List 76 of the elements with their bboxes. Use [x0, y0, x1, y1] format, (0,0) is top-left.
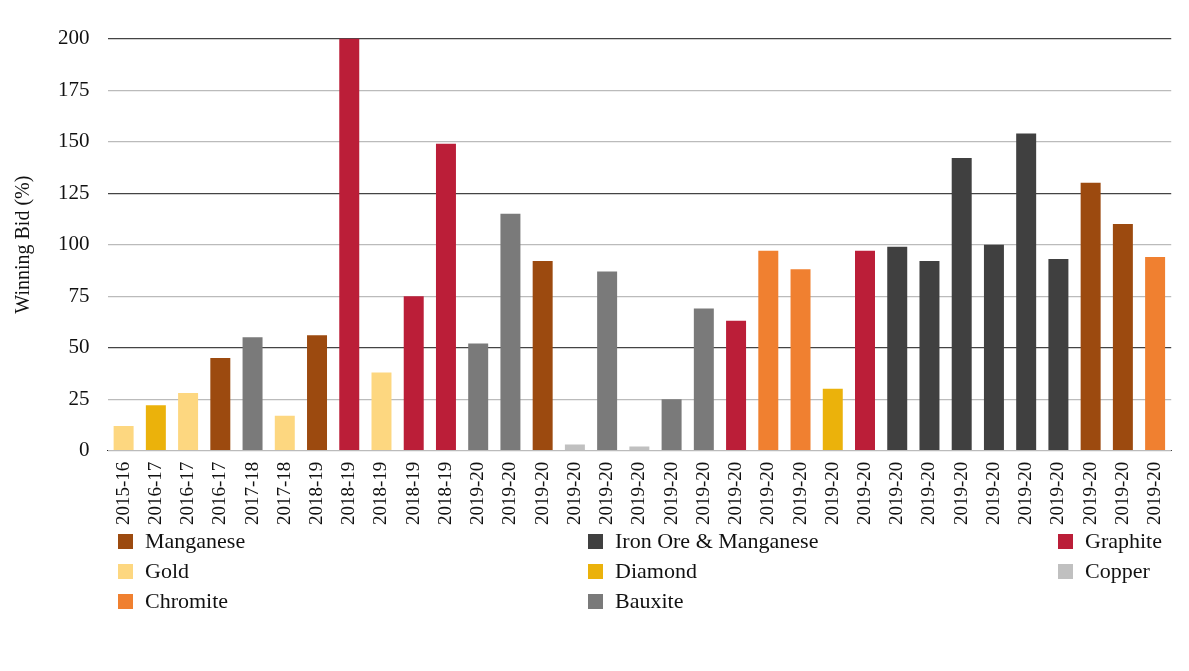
bar: [468, 343, 489, 451]
bar: [532, 261, 553, 451]
x-tick-label: 2019-20: [466, 461, 488, 525]
bar: [339, 38, 360, 451]
x-tick-label: 2019-20: [562, 461, 584, 525]
y-tick-label: 125: [58, 179, 90, 204]
x-tick-label: 2019-20: [1078, 461, 1100, 525]
y-tick-label: 0: [79, 437, 90, 462]
bar: [1112, 224, 1133, 451]
x-tick-label: 2017-18: [240, 461, 262, 525]
bar: [435, 143, 456, 451]
x-tick-label: 2019-20: [949, 461, 971, 525]
x-tick-label: 2019-20: [1143, 461, 1165, 525]
x-tick-label: 2019-20: [1014, 461, 1036, 525]
x-tick-label: 2018-19: [369, 461, 391, 525]
x-tick-label: 2019-20: [1046, 461, 1068, 525]
bar: [855, 250, 875, 451]
bar: [210, 357, 231, 451]
bar: [693, 308, 714, 451]
legend-label: Manganese: [145, 528, 246, 554]
x-tick-label: 2019-20: [917, 461, 939, 525]
x-tick-label: 2019-20: [627, 461, 649, 525]
bar: [1145, 257, 1166, 451]
y-tick-label: 25: [68, 385, 90, 410]
y-tick-label: 150: [58, 128, 90, 153]
x-tick-label: 2019-20: [1110, 461, 1132, 525]
bar: [307, 335, 328, 451]
bar: [500, 213, 521, 451]
legend-label: Bauxite: [615, 588, 684, 614]
x-tick-label: 2018-19: [401, 461, 423, 525]
x-tick-label: 2015-16: [111, 461, 133, 525]
x-tick-label: 2016-17: [176, 461, 198, 525]
x-tick-label: 2019-20: [852, 461, 874, 525]
x-tick-label: 2019-20: [659, 461, 681, 525]
x-tick-label: 2019-20: [595, 461, 617, 525]
legend-label: Chromite: [145, 588, 229, 614]
x-tick-label: 2019-20: [756, 461, 778, 525]
legend-label: Gold: [145, 558, 189, 584]
y-tick-label: 50: [68, 334, 90, 359]
y-tick-label: 75: [68, 282, 90, 307]
bar: [726, 320, 747, 451]
bar: [1080, 182, 1101, 451]
legend-label: Copper: [1085, 558, 1150, 584]
x-tick-label: 2019-20: [981, 461, 1003, 525]
bar: [790, 269, 811, 451]
y-tick-label: 175: [58, 76, 90, 101]
x-tick-label: 2017-18: [272, 461, 294, 525]
bar: [274, 415, 295, 451]
x-tick-label: 2018-19: [305, 461, 327, 525]
x-tick-label: 2019-20: [788, 461, 810, 525]
y-tick-label: 200: [58, 25, 90, 50]
x-tick-label: 2016-17: [208, 461, 230, 525]
bar: [597, 271, 618, 451]
x-tick-label: 2019-20: [691, 461, 713, 525]
bar: [371, 372, 392, 451]
legend-label: Diamond: [615, 558, 697, 584]
x-tick-label: 2019-20: [724, 461, 746, 525]
y-axis-title: Winning Bid (%): [11, 175, 35, 314]
bar: [178, 392, 199, 451]
bar: [822, 388, 843, 451]
legend-label: Iron Ore & Manganese: [615, 528, 819, 554]
x-tick-label: 2019-20: [530, 461, 552, 525]
bar: [242, 337, 263, 451]
x-tick-label: 2019-20: [498, 461, 520, 525]
y-tick-label: 100: [58, 231, 90, 256]
bar: [403, 296, 424, 451]
bar: [113, 425, 134, 451]
legend-label: Graphite: [1085, 528, 1162, 554]
x-tick-label: 2016-17: [143, 461, 165, 525]
x-tick-label: 2018-19: [433, 461, 455, 525]
bar: [145, 405, 166, 451]
x-tick-label: 2019-20: [885, 461, 907, 525]
bar: [661, 399, 682, 451]
x-tick-label: 2019-20: [820, 461, 842, 525]
bar: [758, 250, 779, 451]
x-tick-label: 2018-19: [337, 461, 359, 525]
